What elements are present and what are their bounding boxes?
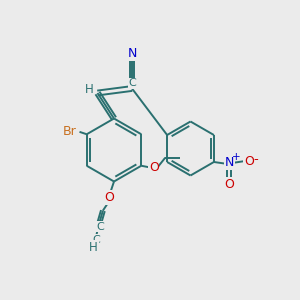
Text: N: N — [127, 47, 137, 60]
Text: +: + — [232, 152, 240, 162]
Text: H: H — [89, 241, 98, 254]
Text: -: - — [253, 153, 258, 166]
Text: Br: Br — [63, 125, 76, 138]
Text: N: N — [225, 156, 235, 170]
Text: O: O — [244, 154, 254, 168]
Text: C: C — [96, 221, 104, 232]
Text: C: C — [128, 78, 136, 88]
Text: O: O — [104, 191, 114, 204]
Text: O: O — [224, 178, 234, 191]
Text: H: H — [85, 83, 94, 96]
Text: C: C — [93, 235, 101, 245]
Text: O: O — [149, 161, 159, 174]
